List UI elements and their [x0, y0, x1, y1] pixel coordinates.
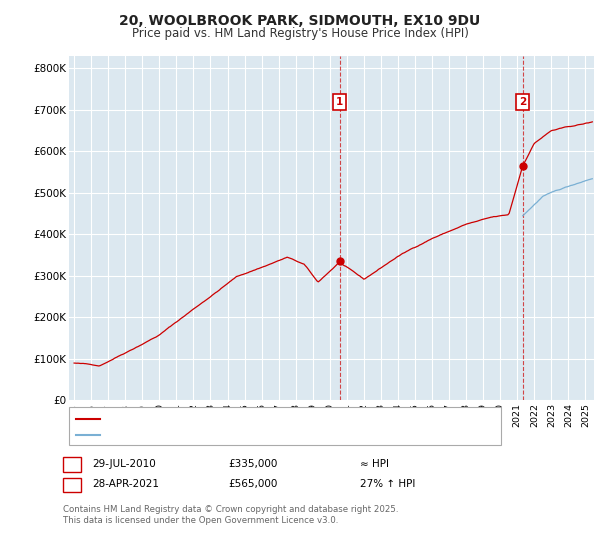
Text: Price paid vs. HM Land Registry's House Price Index (HPI): Price paid vs. HM Land Registry's House … — [131, 27, 469, 40]
Text: 1: 1 — [336, 97, 343, 106]
Text: £565,000: £565,000 — [228, 479, 277, 489]
Text: 2: 2 — [519, 97, 526, 106]
Text: 20, WOOLBROOK PARK, SIDMOUTH, EX10 9DU (detached house): 20, WOOLBROOK PARK, SIDMOUTH, EX10 9DU (… — [105, 413, 427, 423]
Text: £335,000: £335,000 — [228, 459, 277, 469]
Text: 20, WOOLBROOK PARK, SIDMOUTH, EX10 9DU: 20, WOOLBROOK PARK, SIDMOUTH, EX10 9DU — [119, 14, 481, 28]
Text: 28-APR-2021: 28-APR-2021 — [92, 479, 159, 489]
Text: 2: 2 — [68, 479, 76, 489]
Text: ≈ HPI: ≈ HPI — [360, 459, 389, 469]
Text: 29-JUL-2010: 29-JUL-2010 — [92, 459, 155, 469]
Text: Contains HM Land Registry data © Crown copyright and database right 2025.
This d: Contains HM Land Registry data © Crown c… — [63, 505, 398, 525]
Text: HPI: Average price, detached house, East Devon: HPI: Average price, detached house, East… — [105, 430, 346, 440]
Text: 1: 1 — [68, 459, 76, 469]
Text: 27% ↑ HPI: 27% ↑ HPI — [360, 479, 415, 489]
